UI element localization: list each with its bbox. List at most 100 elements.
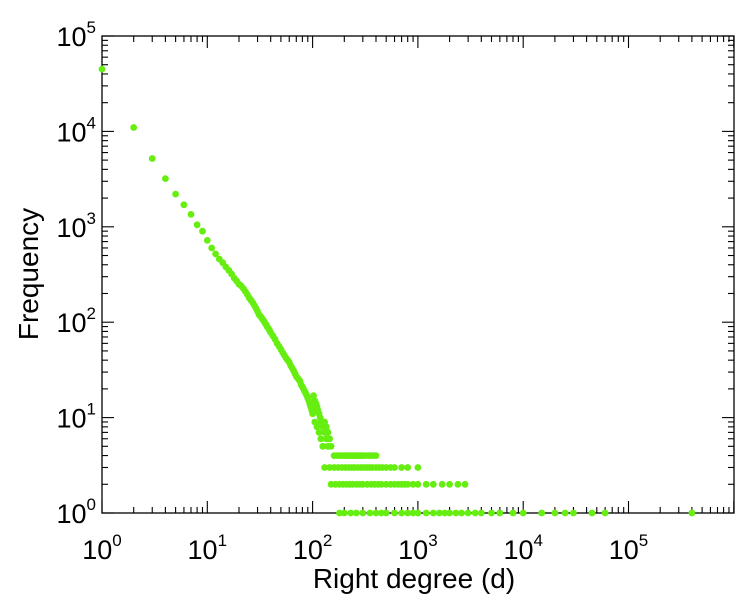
data-point: [464, 509, 472, 517]
data-point: [359, 509, 367, 517]
data-point: [382, 509, 390, 517]
x-tick-label-base: 10: [293, 535, 323, 565]
data-point: [326, 435, 333, 443]
y-tick-label-exponent: 1: [87, 400, 96, 419]
data-point: [347, 509, 355, 517]
y-tick-label-exponent: 5: [87, 18, 96, 37]
data-point: [319, 442, 327, 450]
data-point: [322, 423, 330, 431]
data-point: [404, 509, 412, 517]
x-tick-labels: 100 101 102 103 104 105: [82, 531, 648, 565]
y-tick-label-exponent: 4: [87, 113, 96, 132]
data-point: [391, 464, 398, 471]
x-tick-label-exponent: 5: [639, 531, 648, 550]
y-axis-label: Frequency: [13, 208, 44, 340]
data-point: [378, 509, 385, 517]
data-point: [172, 190, 180, 198]
data-point: [429, 480, 437, 488]
x-axis-label: Right degree (d): [313, 563, 515, 594]
data-point: [436, 509, 443, 517]
y-tick-label: 100: [56, 495, 96, 529]
x-tick-label: 102: [293, 531, 333, 565]
data-point: [366, 509, 374, 517]
data-point: [98, 65, 106, 73]
data-point: [414, 480, 422, 488]
y-tick-label-base: 10: [56, 213, 86, 243]
y-tick-label: 104: [56, 113, 96, 147]
x-tick-label-base: 10: [503, 535, 533, 565]
data-point: [519, 509, 527, 517]
data-point: [391, 509, 398, 517]
data-point: [309, 410, 316, 418]
x-tick-label-base: 10: [188, 535, 218, 565]
y-tick-label-base: 10: [56, 499, 86, 529]
data-point: [162, 175, 169, 183]
data-point: [340, 509, 348, 517]
data-point: [446, 480, 453, 488]
y-tick-label-exponent: 0: [87, 495, 96, 514]
data-point: [551, 509, 559, 517]
data-point: [452, 509, 460, 517]
y-tick-label-base: 10: [56, 308, 86, 338]
data-point: [193, 221, 201, 229]
data-point: [409, 480, 417, 488]
data-point: [422, 509, 430, 517]
data-point: [570, 509, 577, 517]
x-tick-label: 101: [188, 531, 228, 565]
data-point: [458, 509, 465, 517]
data-point: [324, 429, 332, 436]
data-point: [601, 509, 609, 517]
tick-marks: [101, 35, 735, 514]
data-point: [404, 480, 412, 488]
y-tick-label-exponent: 3: [87, 209, 96, 228]
data-point: [688, 509, 696, 517]
data-point: [438, 480, 446, 488]
y-tick-label: 105: [56, 18, 96, 52]
x-tick-label-base: 10: [82, 535, 112, 565]
data-point: [446, 509, 453, 517]
data-point: [496, 509, 504, 517]
data-point: [488, 509, 495, 517]
data-point: [422, 480, 430, 488]
data-point: [561, 509, 569, 517]
data-point: [588, 509, 596, 517]
x-tick-label: 104: [503, 531, 543, 565]
data-point: [313, 423, 321, 431]
x-tick-label: 100: [82, 531, 122, 565]
data-point: [454, 480, 462, 488]
x-tick-label-exponent: 2: [323, 531, 332, 550]
data-point: [398, 509, 405, 517]
data-point: [477, 509, 485, 517]
data-point: [148, 155, 156, 162]
data-point: [336, 509, 343, 517]
data-point: [212, 250, 220, 258]
y-tick-label: 103: [56, 209, 96, 243]
data-point: [180, 201, 188, 209]
data-point: [414, 509, 422, 517]
data-point: [321, 464, 328, 471]
data-point: [471, 509, 479, 517]
x-tick-label-exponent: 3: [428, 531, 437, 550]
x-tick-label: 105: [609, 531, 649, 565]
data-point: [429, 509, 437, 517]
data-point: [441, 509, 449, 517]
data-points: [98, 65, 696, 517]
plot-frame: [101, 35, 735, 514]
data-point: [404, 464, 412, 471]
data-point: [398, 464, 405, 471]
x-tick-label-base: 10: [398, 535, 428, 565]
data-point: [409, 509, 417, 517]
data-point: [203, 237, 211, 244]
data-point: [352, 509, 360, 517]
x-tick-label-exponent: 0: [112, 531, 121, 550]
y-tick-label: 102: [56, 304, 96, 338]
data-point: [509, 509, 517, 517]
data-point: [461, 480, 469, 488]
data-point: [315, 429, 323, 436]
y-tick-label-base: 10: [56, 404, 86, 434]
data-point: [327, 442, 335, 450]
y-tick-label-base: 10: [56, 117, 86, 147]
data-point: [199, 227, 206, 235]
data-point: [208, 244, 216, 252]
